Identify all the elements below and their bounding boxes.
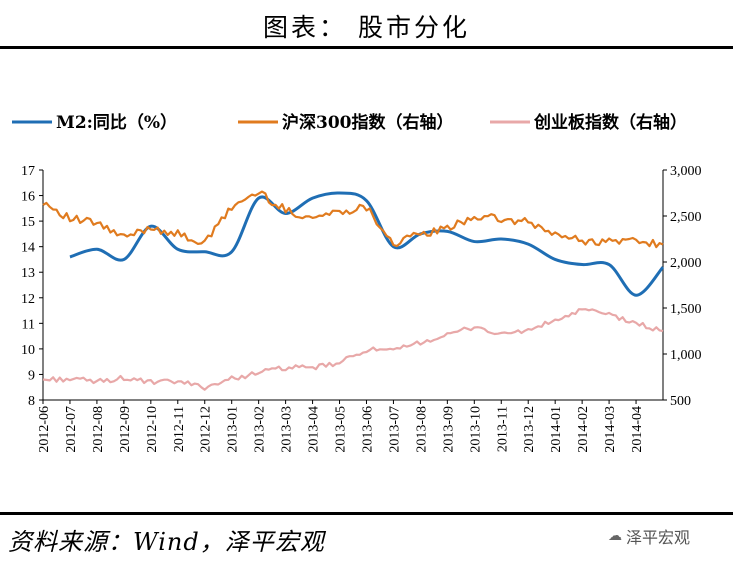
x-tick-label: 2013-04 (307, 406, 322, 453)
x-tick-label: 2013-08 (414, 406, 429, 453)
right-tick-label: 2,000 (670, 256, 702, 271)
page-title: 图表： 股市分化 (263, 13, 470, 42)
series-line-chinext (42, 308, 664, 391)
right-tick-label: 1,000 (670, 348, 702, 363)
wechat-icon: ☁ (608, 528, 622, 544)
x-tick-label: 2012-11 (172, 406, 187, 452)
legend-label: 创业板指数（右轴） (533, 112, 687, 133)
x-tick-label: 2013-05 (334, 406, 349, 453)
left-tick-label: 13 (21, 266, 35, 281)
x-tick-label: 2012-06 (37, 406, 52, 453)
x-tick-label: 2012-12 (199, 406, 214, 453)
axes: 8 9 10 11 12 13 14 15 16 17 500 1,000 1,500 2,000 2,50… (21, 164, 702, 453)
left-tick-label: 15 (21, 215, 35, 230)
x-tick-label: 2012-09 (118, 406, 133, 453)
x-tick-label: 2014-04 (630, 406, 645, 453)
x-tick-label: 2012-08 (91, 406, 106, 453)
left-tick-label: 16 (21, 190, 35, 205)
series-line-m2 (69, 191, 665, 297)
x-tick-label: 2013-02 (253, 406, 268, 453)
left-tick-label: 10 (21, 343, 35, 358)
legend: M2:同比（%） 沪深300指数（右轴） 创业板指数（右轴） (12, 112, 687, 133)
x-tick-label: 2013-11 (495, 406, 510, 452)
left-tick-label: 8 (28, 394, 35, 409)
legend-label: 沪深300指数（右轴） (282, 112, 454, 133)
watermark-label: 泽平宏观 (626, 528, 691, 547)
x-tick-label: 2014-01 (549, 406, 564, 453)
bottom-rule (0, 512, 733, 515)
x-tick-label: 2012-07 (64, 406, 79, 453)
left-tick-label: 17 (21, 164, 35, 179)
left-tick-label: 9 (28, 368, 35, 383)
right-tick-label: 3,000 (670, 164, 702, 179)
right-tick-label: 500 (670, 394, 691, 409)
right-tick-label: 1,500 (670, 302, 702, 317)
x-tick-label: 2014-02 (576, 406, 591, 453)
x-tick-label: 2013-01 (226, 406, 241, 453)
top-rule (0, 46, 733, 49)
series-line-hs300 (42, 190, 664, 249)
left-tick-label: 12 (21, 292, 35, 307)
x-tick-label: 2013-03 (280, 406, 295, 453)
x-tick-label: 2012-10 (145, 406, 160, 453)
x-tick-label: 2013-06 (360, 406, 375, 453)
x-tick-label: 2013-09 (441, 406, 456, 453)
watermark: ☁ 泽平宏观 (608, 524, 690, 548)
x-tick-label: 2013-12 (522, 406, 537, 453)
x-tick-label: 2014-03 (603, 406, 618, 453)
left-tick-label: 11 (22, 317, 35, 332)
left-tick-label: 14 (21, 241, 35, 256)
x-tick-label: 2013-10 (468, 406, 483, 453)
source-note: 资料来源：Wind，泽平宏观 (8, 528, 325, 556)
legend-label: M2:同比（%） (56, 112, 177, 133)
x-tick-label: 2013-07 (387, 406, 402, 453)
right-tick-label: 2,500 (670, 210, 702, 225)
series-layer (42, 190, 665, 391)
chart: M2:同比（%） 沪深300指数（右轴） 创业板指数（右轴） 8 9 10 11 12 13 1… (12, 112, 702, 453)
